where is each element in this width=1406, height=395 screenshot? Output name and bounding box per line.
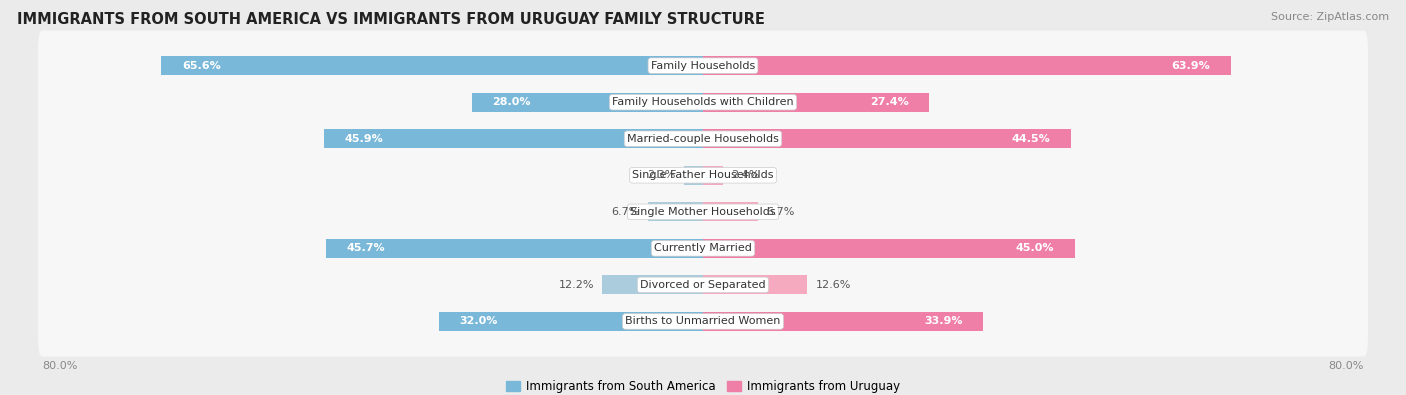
Bar <box>602 275 703 294</box>
Text: Married-couple Households: Married-couple Households <box>627 134 779 144</box>
Text: Divorced or Separated: Divorced or Separated <box>640 280 766 290</box>
Text: 12.6%: 12.6% <box>815 280 851 290</box>
FancyBboxPatch shape <box>38 250 1368 320</box>
Bar <box>703 275 807 294</box>
Text: 6.7%: 6.7% <box>766 207 794 217</box>
Text: 45.0%: 45.0% <box>1015 243 1054 253</box>
Text: 65.6%: 65.6% <box>181 61 221 71</box>
Text: IMMIGRANTS FROM SOUTH AMERICA VS IMMIGRANTS FROM URUGUAY FAMILY STRUCTURE: IMMIGRANTS FROM SOUTH AMERICA VS IMMIGRA… <box>17 12 765 27</box>
Text: 6.7%: 6.7% <box>612 207 640 217</box>
Text: Currently Married: Currently Married <box>654 243 752 253</box>
FancyBboxPatch shape <box>38 213 1368 284</box>
Text: 32.0%: 32.0% <box>460 316 498 326</box>
Bar <box>703 93 929 112</box>
Text: Family Households: Family Households <box>651 61 755 71</box>
Text: Family Households with Children: Family Households with Children <box>612 97 794 107</box>
Bar <box>703 239 1074 258</box>
Text: Births to Unmarried Women: Births to Unmarried Women <box>626 316 780 326</box>
Text: 28.0%: 28.0% <box>492 97 531 107</box>
Text: Single Mother Households: Single Mother Households <box>630 207 776 217</box>
Text: 2.3%: 2.3% <box>647 170 676 180</box>
Text: 63.9%: 63.9% <box>1171 61 1211 71</box>
Bar <box>703 56 1230 75</box>
Text: 2.4%: 2.4% <box>731 170 759 180</box>
Bar <box>683 166 703 185</box>
Legend: Immigrants from South America, Immigrants from Uruguay: Immigrants from South America, Immigrant… <box>501 376 905 395</box>
FancyBboxPatch shape <box>38 177 1368 247</box>
FancyBboxPatch shape <box>38 286 1368 357</box>
Bar <box>323 129 703 148</box>
Bar <box>703 312 983 331</box>
FancyBboxPatch shape <box>38 140 1368 211</box>
Bar <box>703 129 1070 148</box>
Bar <box>703 166 723 185</box>
Bar <box>439 312 703 331</box>
Text: 80.0%: 80.0% <box>1329 361 1364 371</box>
Bar <box>648 202 703 221</box>
Text: 45.9%: 45.9% <box>344 134 384 144</box>
Text: 45.7%: 45.7% <box>346 243 385 253</box>
Bar <box>326 239 703 258</box>
Text: 12.2%: 12.2% <box>558 280 593 290</box>
FancyBboxPatch shape <box>38 30 1368 101</box>
Text: 80.0%: 80.0% <box>42 361 77 371</box>
Bar <box>471 93 703 112</box>
Bar <box>703 202 758 221</box>
Text: 44.5%: 44.5% <box>1011 134 1050 144</box>
Bar <box>162 56 703 75</box>
Text: Source: ZipAtlas.com: Source: ZipAtlas.com <box>1271 12 1389 22</box>
FancyBboxPatch shape <box>38 67 1368 137</box>
FancyBboxPatch shape <box>38 103 1368 174</box>
Text: 27.4%: 27.4% <box>870 97 908 107</box>
Text: 33.9%: 33.9% <box>924 316 962 326</box>
Text: Single Father Households: Single Father Households <box>633 170 773 180</box>
